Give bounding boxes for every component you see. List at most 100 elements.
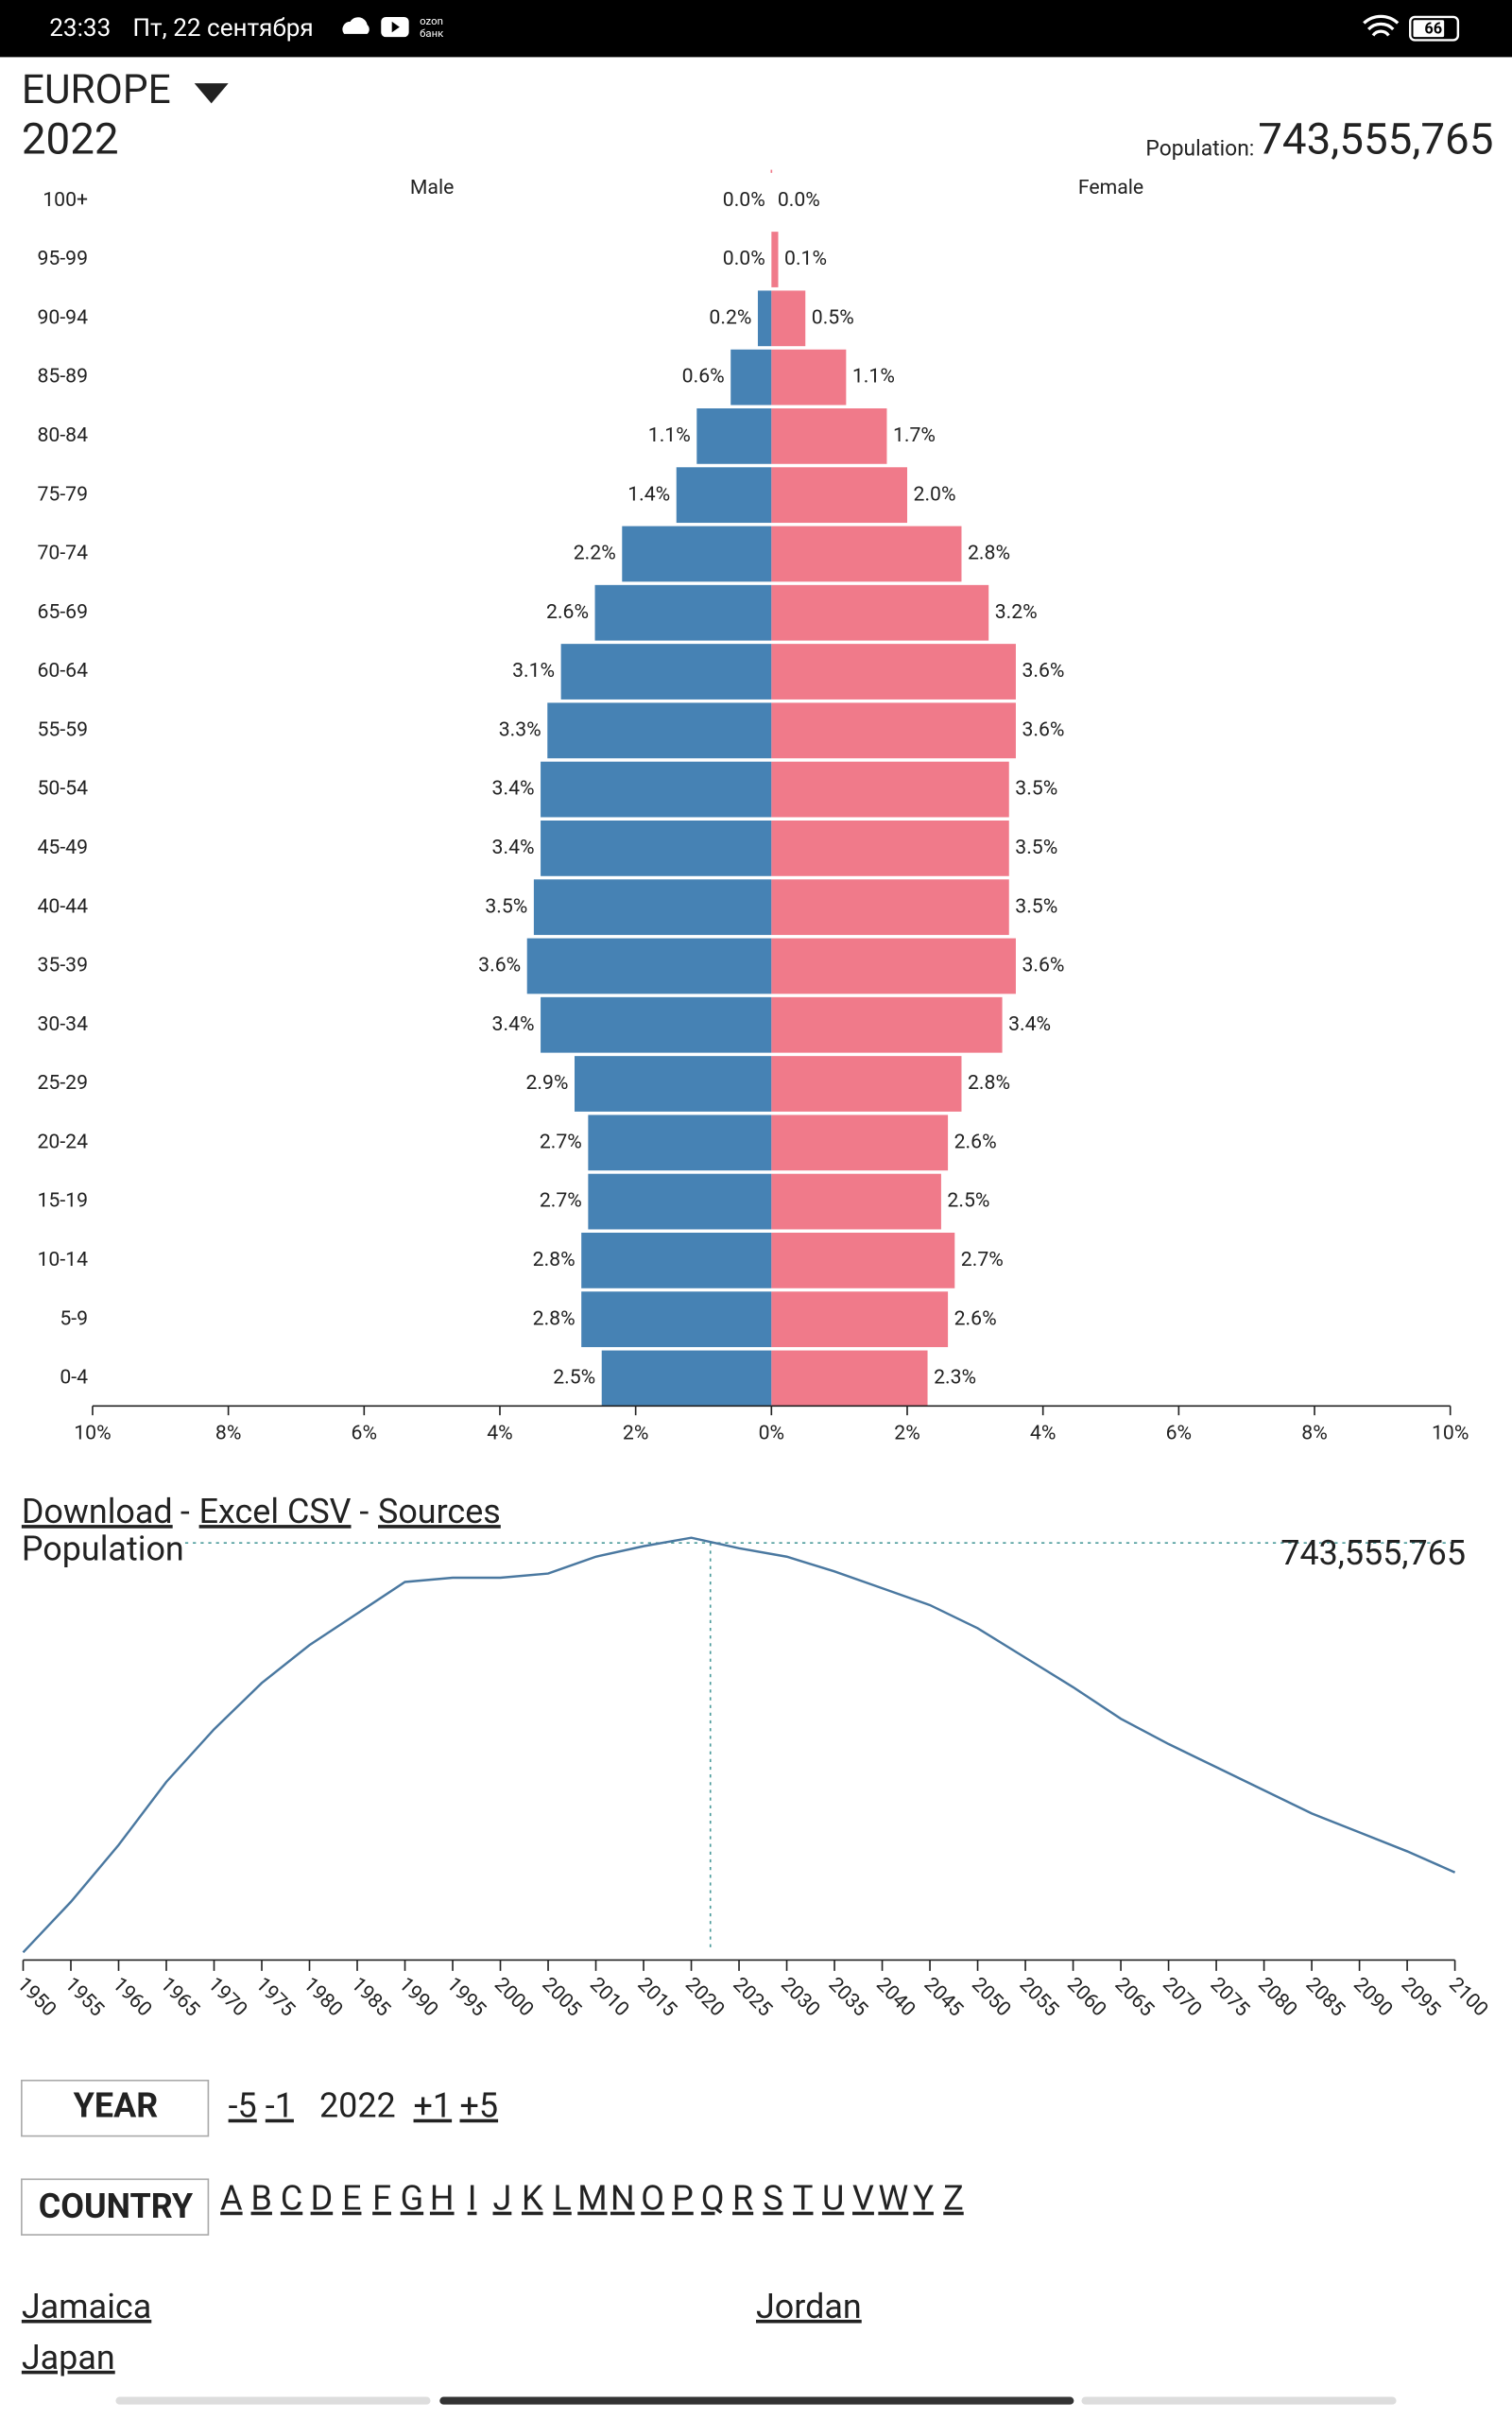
value-label: 2.7% <box>961 1248 1004 1271</box>
letter-link[interactable]: N <box>610 2179 635 2219</box>
year-step[interactable]: -1 <box>266 2086 294 2126</box>
age-label: 75-79 <box>37 482 88 506</box>
year-step[interactable]: -5 <box>229 2086 257 2126</box>
country-link[interactable]: Japan <box>22 2338 115 2377</box>
youtube-play <box>391 21 400 33</box>
x-tick-label: 2025 <box>729 1973 777 2021</box>
letter-link[interactable]: T <box>793 2179 813 2219</box>
csv-link[interactable]: Excel CSV <box>199 1492 352 1531</box>
separator: - <box>359 1492 369 1531</box>
country-link[interactable]: Jordan <box>756 2287 862 2326</box>
value-label: 0.0% <box>778 188 820 212</box>
population-value: 743,555,765 <box>1258 114 1493 164</box>
x-tick-label: 2035 <box>824 1973 872 2021</box>
letter-link[interactable]: U <box>822 2179 844 2219</box>
age-label: 5-9 <box>60 1306 88 1330</box>
value-label: 3.5% <box>485 894 527 918</box>
value-label: 3.4% <box>492 777 535 801</box>
x-tick-label: 2050 <box>967 1973 1015 2021</box>
bar <box>541 761 772 818</box>
year-step[interactable]: +5 <box>460 2086 499 2126</box>
bar <box>560 644 772 700</box>
age-label: 80-84 <box>37 424 88 447</box>
letter-link[interactable]: A <box>220 2179 242 2219</box>
year-button[interactable] <box>21 2080 210 2137</box>
bar <box>771 1233 955 1288</box>
letter-link[interactable]: V <box>852 2179 874 2219</box>
x-tick-label: 8% <box>1301 1421 1327 1444</box>
legend-female: Female <box>1078 176 1143 199</box>
letter-link[interactable]: O <box>641 2179 664 2219</box>
value-label: 2.6% <box>954 1130 997 1153</box>
download-link[interactable]: Download <box>22 1492 173 1531</box>
bar <box>622 526 772 582</box>
value-label: 2.5% <box>553 1366 595 1390</box>
value-label: 0.5% <box>812 305 854 329</box>
status-time: 23:33 <box>49 14 111 43</box>
x-tick-label: 6% <box>352 1421 377 1444</box>
value-label: 0.6% <box>682 365 725 389</box>
letter-link[interactable]: Y <box>913 2179 934 2219</box>
letter-link[interactable]: J <box>493 2179 512 2219</box>
letter-link[interactable]: Z <box>943 2179 964 2219</box>
battery-text: 66 <box>1424 19 1442 37</box>
letter-link[interactable]: C <box>281 2179 302 2219</box>
region-title[interactable]: EUROPE <box>22 67 171 113</box>
x-tick-label: 2055 <box>1015 1973 1063 2021</box>
bar <box>771 821 1009 876</box>
dropdown-arrow[interactable] <box>194 83 229 104</box>
x-tick-label: 4% <box>487 1421 512 1444</box>
letter-link[interactable]: M <box>577 2179 607 2219</box>
x-tick-label: 6% <box>1166 1421 1192 1444</box>
x-tick-label: 2000 <box>490 1973 538 2021</box>
chart-title: Population <box>22 1529 184 1568</box>
country-button[interactable] <box>21 2178 210 2236</box>
value-label: 2.8% <box>533 1248 576 1271</box>
letter-link[interactable]: E <box>342 2179 361 2219</box>
bar <box>771 467 907 524</box>
value-label: 1.1% <box>852 365 895 389</box>
age-label: 40-44 <box>37 894 88 918</box>
year-step[interactable]: +1 <box>414 2086 453 2126</box>
x-tick-label: 1950 <box>12 1973 60 2021</box>
letter-link[interactable]: P <box>672 2179 694 2219</box>
value-label: 3.3% <box>499 717 541 741</box>
country-link[interactable]: Jamaica <box>22 2287 151 2326</box>
letter-link[interactable]: L <box>553 2179 571 2219</box>
letter-link[interactable]: R <box>732 2179 753 2219</box>
value-label: 0.2% <box>709 305 751 329</box>
year-button-text[interactable]: YEAR <box>74 2086 159 2126</box>
bar <box>757 290 772 347</box>
value-label: 3.6% <box>1022 659 1064 683</box>
bar <box>581 1233 772 1288</box>
x-tick-label: 1960 <box>108 1973 156 2021</box>
letter-link[interactable]: G <box>401 2179 423 2219</box>
x-tick-label: 2% <box>623 1421 648 1444</box>
bar <box>594 584 772 641</box>
x-tick-label: 1975 <box>251 1973 300 2021</box>
age-label: 0-4 <box>60 1366 88 1390</box>
value-label: 2.8% <box>968 542 1010 565</box>
letter-link[interactable]: K <box>522 2179 543 2219</box>
country-button-text[interactable]: COUNTRY <box>39 2187 194 2226</box>
x-tick-label: 2075 <box>1206 1973 1254 2021</box>
letter-link[interactable]: W <box>878 2179 908 2219</box>
bar <box>771 1115 949 1171</box>
sources-link[interactable]: Sources <box>378 1492 501 1531</box>
value-label: 0.0% <box>723 247 765 270</box>
letter-link[interactable]: I <box>468 2179 477 2219</box>
bar <box>676 467 772 524</box>
letter-link[interactable]: B <box>251 2179 272 2219</box>
letter-link[interactable]: Q <box>701 2179 725 2219</box>
letter-link[interactable]: S <box>763 2179 782 2219</box>
battery-level <box>1413 20 1445 38</box>
age-label: 100+ <box>43 188 88 212</box>
bar <box>547 702 772 759</box>
bar <box>588 1173 772 1230</box>
letter-link[interactable]: F <box>372 2179 391 2219</box>
letter-link[interactable]: D <box>311 2179 334 2219</box>
age-label: 10-14 <box>37 1248 88 1271</box>
letter-link[interactable]: H <box>430 2179 455 2219</box>
